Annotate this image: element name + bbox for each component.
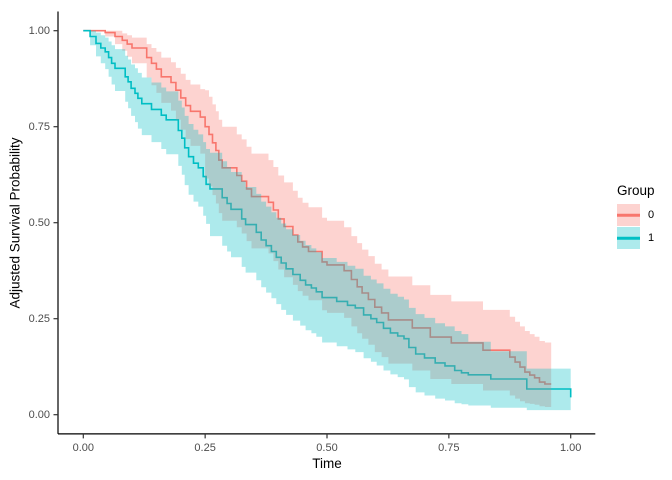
- x-tick-label: 0.50: [316, 442, 338, 454]
- y-tick-label: 0.25: [28, 312, 50, 325]
- legend-item-group-0: 0: [613, 204, 655, 226]
- legend-key-swatch-group-0: [617, 204, 640, 226]
- y-tick-label: 0.50: [28, 216, 50, 229]
- survival-curve-group-0: [83, 29, 552, 385]
- legend-title: Group: [617, 183, 655, 198]
- legend-key-line-group-0: [617, 213, 640, 217]
- x-tick-label: 0.00: [72, 442, 94, 454]
- x-tick-label: 0.25: [194, 442, 216, 454]
- legend-key-line-group-1: [617, 236, 640, 240]
- legend-key-swatch-group-1: [617, 227, 640, 249]
- confidence-band-group-0: [83, 30, 552, 407]
- legend-label-group-0: 0: [648, 209, 655, 221]
- x-axis-title: Time: [312, 456, 342, 471]
- y-axis-title: Adjusted Survival Probability: [7, 137, 23, 309]
- x-tick-label: 0.75: [438, 442, 460, 454]
- y-tick-label: 0.75: [28, 120, 50, 133]
- survival-curve-group-1: [83, 29, 572, 398]
- legend-label-group-1: 1: [648, 232, 655, 244]
- y-tick-label: 1.00: [28, 24, 50, 37]
- x-tick-label: 1.00: [559, 442, 582, 454]
- confidence-band-group-1: [83, 30, 571, 411]
- legend-item-group-1: 1: [613, 227, 655, 249]
- y-tick-label: 0.00: [28, 408, 50, 421]
